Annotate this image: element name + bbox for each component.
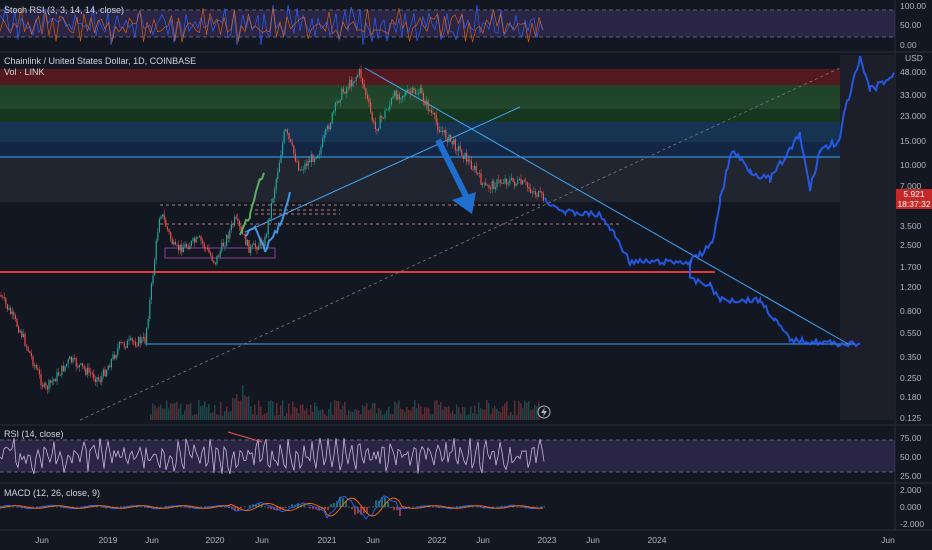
time-tick: Jun [145,535,159,545]
price-tick: 15.000 [900,136,926,146]
stoch-d-line [0,7,543,43]
zone-green-2 [0,97,840,109]
price-tick: 0.125 [900,413,922,423]
macd-pane [0,495,545,520]
price-tick: 0.550 [900,328,922,338]
macd-title[interactable]: MACD (12, 26, close, 9) [4,488,101,498]
time-tick: 2020 [206,535,225,545]
rsi-pane [0,431,895,475]
future-area [840,55,895,420]
price-tick: 0.180 [900,392,922,402]
zone-gray [0,158,840,202]
projection-bearish [544,197,861,348]
stoch-tick: 50.00 [900,20,922,30]
time-tick: Jun [255,535,269,545]
fractal-copy [244,191,291,253]
descending-trendline [364,67,851,346]
time-axis[interactable]: Jun 2019 Jun 2020 Jun 2021 Jun 2022 Jun 2023 Jun 20… [35,535,895,545]
price-tick: 1.200 [900,282,922,292]
fractal-copy-green [239,172,265,236]
time-tick: Jun [476,535,490,545]
rising-trendline [244,106,521,233]
price-tick: 0.250 [900,373,922,383]
projection-bullish [689,55,895,266]
stoch-rsi-pane [0,4,895,46]
rsi-tick: 25.00 [900,471,922,481]
zone-red [0,69,840,85]
time-tick: 2023 [538,535,557,545]
price-tick: 0.350 [900,352,922,362]
price-tick: 33.000 [900,90,926,100]
stoch-tick: 0.00 [900,40,917,50]
rsi-title[interactable]: RSI (14, close) [4,429,64,439]
lightning-icon[interactable] [537,405,551,419]
time-tick: Jun [366,535,380,545]
stoch-rsi-title[interactable]: Stoch RSI (3, 3, 14, 14, close) [4,5,125,15]
zone-blue-2 [0,142,840,158]
price-tick: 10.000 [900,160,926,170]
price-tick: 23.000 [900,111,926,121]
volume-bars [150,385,540,420]
time-tick: Jun [881,535,895,545]
price-tick: 7.000 [900,181,922,191]
time-tick: 2024 [648,535,667,545]
price-tick: 2.500 [900,240,922,250]
rsi-line [0,437,545,475]
rsi-axis[interactable]: 75.00 50.00 25.00 [900,433,922,481]
time-tick: 2022 [428,535,447,545]
main-price-pane [0,55,895,421]
volume-title[interactable]: Vol · LINK [4,67,45,77]
price-tick: 3.500 [900,221,922,231]
symbol-title[interactable]: Chainlink / United States Dollar, 1D, CO… [4,56,197,66]
macd-tick: 2.000 [900,485,922,495]
macd-tick: 0.000 [900,502,922,512]
macd-axis[interactable]: 2.000 0.000 -2.000 [900,485,924,529]
price-tick: 48.000 [900,67,926,77]
time-tick: 2021 [318,535,337,545]
zone-green-3 [0,109,840,122]
time-tick: Jun [586,535,600,545]
signal-line [0,497,544,517]
countdown-badge: 18:37:32 [896,199,932,209]
time-tick: Jun [35,535,49,545]
currency-label: USD [905,53,923,63]
long-trend-dashed [79,67,841,421]
stoch-axis[interactable]: 100.00 50.00 0.00 [900,1,926,50]
zone-blue-1 [0,122,840,142]
stoch-k-line [0,4,544,46]
price-tick: 1.700 [900,262,922,272]
macd-tick: -2.000 [900,519,924,529]
rsi-tick: 50.00 [900,452,922,462]
price-axis[interactable]: 48.000 33.000 23.000 15.000 10.000 7.000 3.500… [900,67,926,423]
rsi-divergence [227,431,263,443]
time-tick: 2019 [99,535,118,545]
price-candles [0,65,544,395]
rsi-tick: 75.00 [900,433,922,443]
stoch-tick: 100.00 [900,1,926,11]
price-tick: 0.800 [900,306,922,316]
down-arrow [435,138,476,214]
last-price-badge: 5.921 [896,189,932,199]
